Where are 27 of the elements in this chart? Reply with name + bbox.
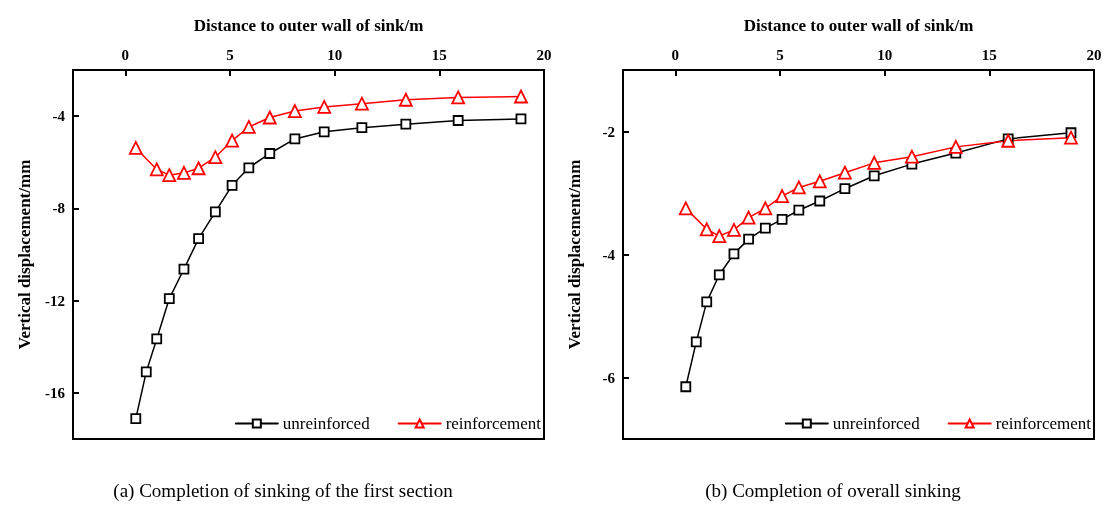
- legend-label: unreinforced: [832, 414, 921, 433]
- y-tick-label: -16: [45, 384, 66, 401]
- x-tick-label: 5: [776, 46, 784, 63]
- x-tick-label: 20: [536, 46, 552, 63]
- legend-label: reinforcement: [995, 414, 1092, 433]
- x-tick-label: 5: [226, 46, 234, 63]
- legend-label: reinforcement: [445, 414, 542, 433]
- y-axis-title: Vertical displacement/mm: [565, 159, 584, 350]
- y-tick-label: -2: [602, 123, 615, 140]
- y-tick-label: -4: [602, 246, 616, 263]
- text: (b) Completion of overall sinking: [705, 480, 962, 502]
- x-axis-title: Distance to outer wall of sink/m: [193, 16, 424, 35]
- x-tick-label: 15: [981, 46, 997, 63]
- x-tick-label: 10: [877, 46, 893, 63]
- y-tick-label: -6: [602, 369, 616, 386]
- y-tick-label: -8: [52, 200, 65, 217]
- x-axis-title: Distance to outer wall of sink/m: [743, 16, 974, 35]
- text: (a) Completion of sinking of the first section: [113, 480, 454, 502]
- x-tick-label: 15: [431, 46, 447, 63]
- y-tick-label: -4: [52, 108, 66, 125]
- x-tick-label: 20: [1086, 46, 1102, 63]
- y-tick-label: -12: [45, 292, 65, 309]
- x-tick-label: 10: [327, 46, 343, 63]
- x-tick-label: 0: [121, 46, 130, 63]
- y-axis-title: Vertical displacement/mm: [15, 159, 34, 350]
- x-tick-label: 0: [671, 46, 680, 63]
- legend-label: unreinforced: [282, 414, 371, 433]
